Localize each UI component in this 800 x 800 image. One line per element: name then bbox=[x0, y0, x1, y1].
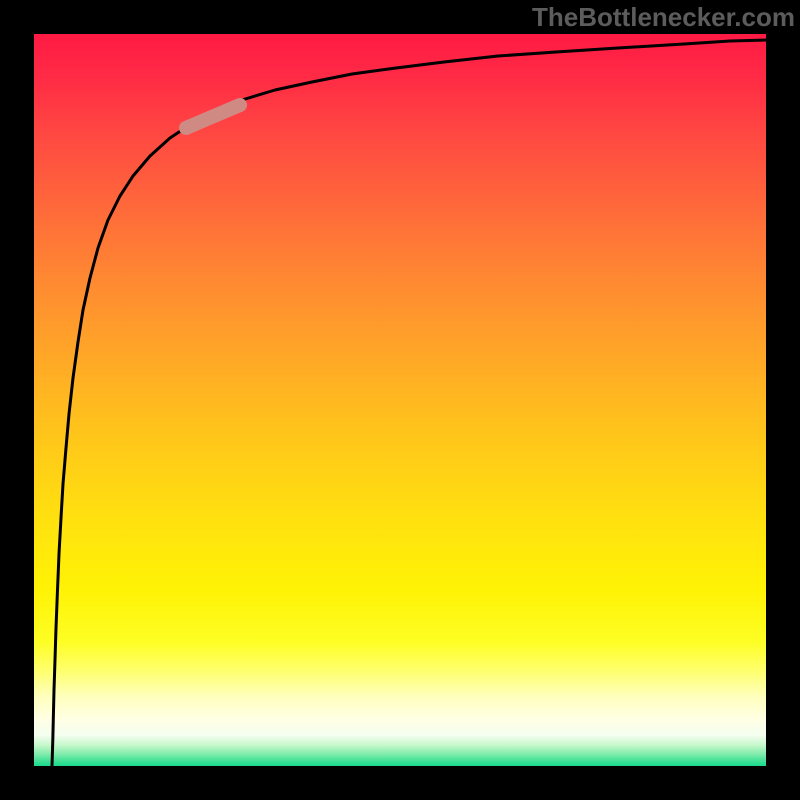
attribution-label: TheBottlenecker.com bbox=[532, 2, 795, 33]
curve-overlay bbox=[0, 0, 800, 800]
bottleneck-chart: TheBottlenecker.com bbox=[0, 0, 800, 800]
highlight-segment bbox=[186, 105, 240, 128]
performance-curve bbox=[52, 38, 800, 766]
